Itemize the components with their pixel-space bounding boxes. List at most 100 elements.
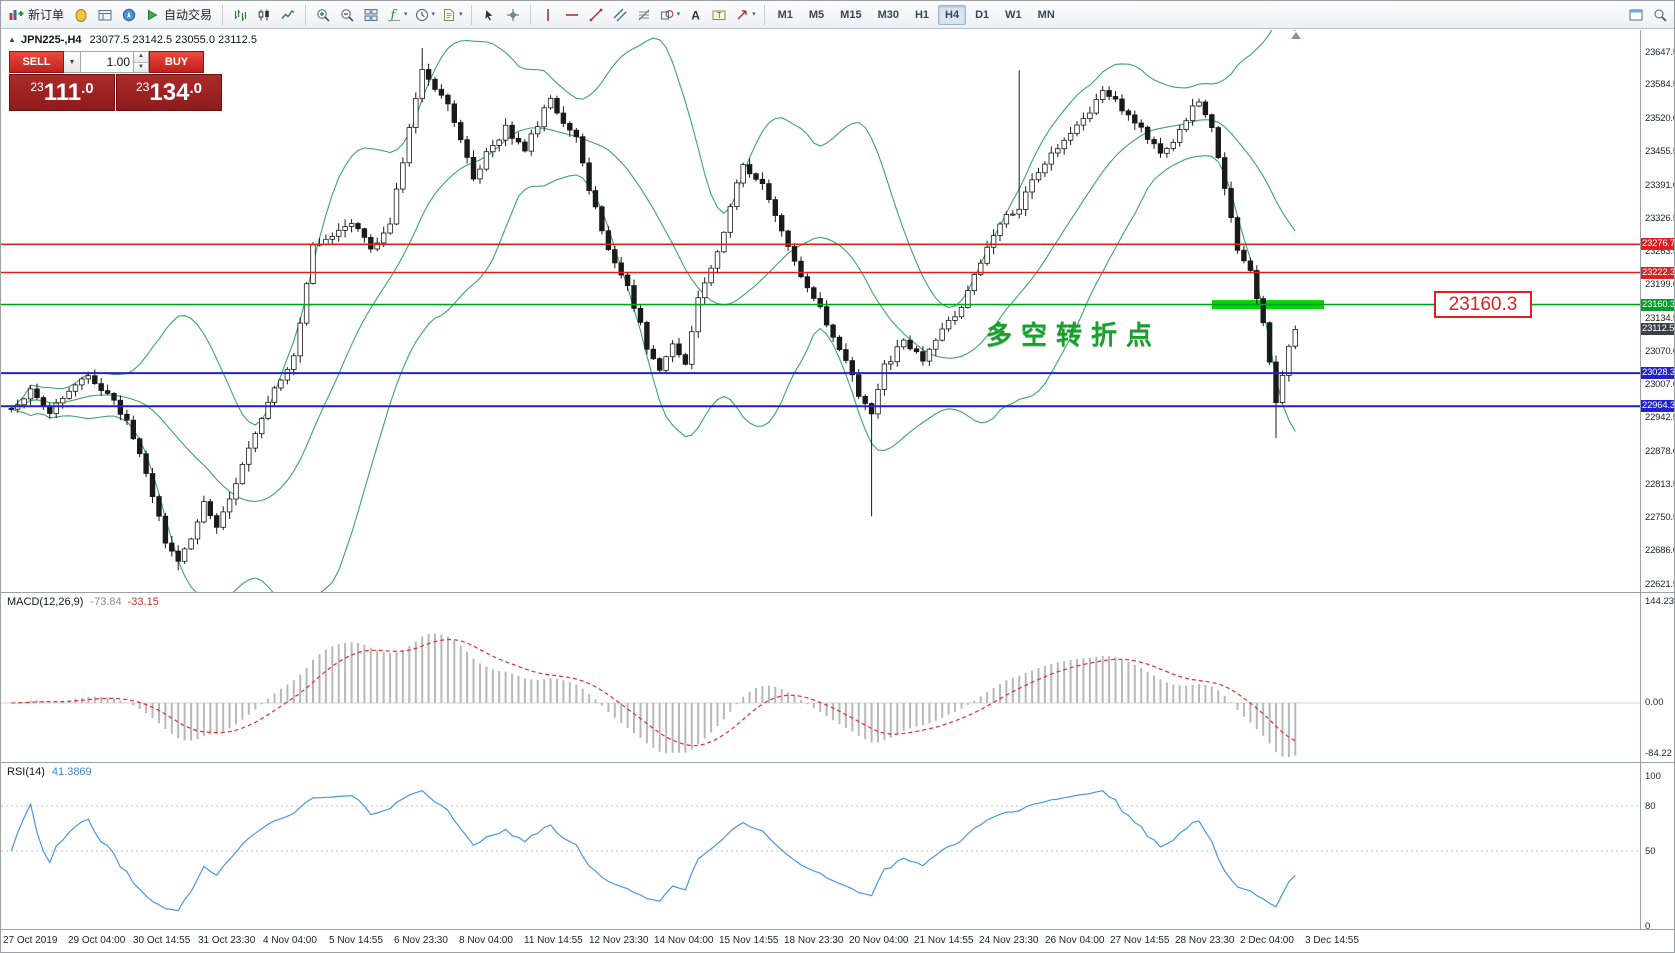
period-button[interactable]: ▾	[411, 4, 439, 26]
volume-up-icon[interactable]: ▲	[134, 52, 148, 63]
buy-price-button[interactable]: 23 134.0	[116, 74, 222, 111]
price-tick-label: 22750.5	[1645, 512, 1675, 523]
macd-panel-separator[interactable]	[1, 592, 1674, 593]
rsi-indicator	[1, 790, 1640, 912]
timeframe-h1-button[interactable]: H1	[914, 8, 930, 21]
timeframe-h4-button[interactable]: H4	[938, 4, 967, 25]
volume-dropdown[interactable]: ▼	[64, 51, 81, 73]
svg-text:T: T	[717, 10, 722, 20]
macd-label: MACD(12,26,9) -73.84 -33.15	[7, 596, 159, 608]
navigator-icon	[121, 7, 137, 23]
toolbar: 新订单 自动交易 f ▾ ▾ ▾ ▾ A T ▾ M1 M5 M15 M30 H1 H4 D1 W1 MN	[1, 1, 1674, 29]
buy-button[interactable]: BUY	[149, 51, 204, 73]
rsi-panel-separator[interactable]	[1, 762, 1674, 763]
search-button[interactable]	[1648, 4, 1672, 26]
text-label-button[interactable]: T	[707, 4, 731, 26]
level-lines[interactable]	[1, 243, 1640, 408]
bar-chart-button[interactable]	[228, 4, 252, 26]
timeframe-mn-button[interactable]: MN	[1037, 8, 1055, 21]
price-tick-label: 22942.5	[1645, 412, 1675, 423]
timeframe-m5-button[interactable]: M5	[808, 8, 825, 21]
autotrading-button[interactable]: 自动交易	[141, 4, 217, 26]
chevron-down-icon: ▾	[431, 10, 436, 18]
channel-icon	[612, 7, 628, 23]
time-label: 18 Nov 23:30	[784, 935, 844, 946]
volume-input[interactable]	[81, 51, 134, 73]
macd-main-value: -73.84	[90, 596, 122, 608]
rsi-label: RSI(14) 41.3869	[7, 766, 92, 778]
time-label: 26 Nov 04:00	[1045, 935, 1105, 946]
shapes-button[interactable]: ▾	[656, 4, 684, 26]
indicators-button[interactable]: f ▾	[383, 4, 411, 26]
timeframe-w1-button[interactable]: W1	[1005, 8, 1022, 21]
vertical-line-icon	[540, 7, 556, 23]
level-price-tag: 23222.3	[1641, 267, 1675, 279]
rsi-scale-label: 80	[1645, 801, 1656, 812]
new-order-label: 新订单	[28, 8, 65, 22]
volume-down-icon[interactable]: ▼	[134, 62, 148, 72]
chevron-down-icon: ▾	[404, 10, 408, 18]
horizontal-line-button[interactable]	[560, 4, 584, 26]
zoom-out-icon	[339, 7, 355, 23]
time-label: 27 Nov 14:55	[1110, 935, 1170, 946]
sell-button[interactable]: SELL	[9, 51, 64, 73]
level-price-tag: 23028.3	[1641, 367, 1675, 379]
chart-annotation-text[interactable]: 多空转折点	[986, 320, 1162, 350]
vertical-line-button[interactable]	[536, 4, 560, 26]
price-tick-label: 23263.5	[1645, 246, 1675, 257]
volume-stepper[interactable]: ▲ ▼	[134, 51, 149, 73]
time-label: 14 Nov 04:00	[654, 935, 714, 946]
new-order-button[interactable]: 新订单	[5, 4, 69, 26]
text-button[interactable]: A	[683, 4, 707, 26]
one-click-toggle-icon[interactable]: ▲	[8, 35, 16, 44]
timeframe-m15-button[interactable]: M15	[840, 8, 862, 21]
text-icon: A	[687, 7, 703, 23]
arrows-button[interactable]: ▾	[731, 4, 759, 26]
window-button[interactable]	[1624, 4, 1648, 26]
rsi-line	[10, 790, 1296, 912]
timeframe-m30-button[interactable]: M30	[877, 8, 899, 21]
pivot-price-callout[interactable]: 23160.3	[1434, 291, 1532, 318]
zoom-out-button[interactable]	[335, 4, 359, 26]
autotrading-label: 自动交易	[164, 8, 213, 22]
crosshair-button[interactable]	[501, 4, 525, 26]
tile-windows-button[interactable]	[359, 4, 383, 26]
templates-button[interactable]: ▾	[438, 4, 466, 26]
candlestick-chart-icon	[256, 7, 272, 23]
time-label: 6 Nov 23:30	[394, 935, 448, 946]
trendline-button[interactable]	[584, 4, 608, 26]
zoom-in-icon	[315, 7, 331, 23]
trendline-icon	[588, 7, 604, 23]
navigator-button[interactable]	[117, 4, 141, 26]
arrows-icon	[734, 7, 750, 23]
macd-scale-label: 144.23	[1645, 596, 1675, 607]
line-chart-button[interactable]	[276, 4, 300, 26]
data-window-button[interactable]	[93, 4, 117, 26]
time-label: 29 Oct 04:00	[68, 935, 126, 946]
macd-scale-label: 0.00	[1645, 697, 1664, 708]
buy-price-prefix: 23	[136, 80, 150, 94]
market-watch-icon	[73, 7, 89, 23]
cursor-icon	[481, 7, 497, 23]
zoom-in-button[interactable]	[311, 4, 335, 26]
svg-text:A: A	[691, 8, 700, 22]
fibonacci-button[interactable]	[632, 4, 656, 26]
toolbar-separator	[529, 4, 531, 25]
rsi-name: RSI(14)	[7, 766, 45, 778]
timeframe-m1-button[interactable]: M1	[777, 8, 793, 21]
time-label: 5 Nov 14:55	[329, 935, 383, 946]
time-axis[interactable]: 27 Oct 2019 29 Oct 04:00 30 Oct 14:55 31 Oc…	[1, 930, 1674, 952]
autotrading-icon	[144, 7, 160, 23]
timeframe-d1-button[interactable]: D1	[975, 8, 990, 21]
level-price-tag: 23160.3	[1641, 299, 1675, 311]
market-watch-button[interactable]	[69, 4, 93, 26]
rsi-scale-label: 100	[1645, 771, 1661, 782]
chevron-down-icon: ▾	[459, 10, 463, 18]
sell-price-button[interactable]: 23 111.0	[9, 74, 115, 111]
candlestick-chart-button[interactable]	[252, 4, 276, 26]
chart-canvas[interactable]	[1, 30, 1675, 929]
cursor-button[interactable]	[477, 4, 501, 26]
toolbar-separator	[222, 4, 224, 25]
chart-shift-marker-icon[interactable]	[1291, 32, 1301, 39]
channel-button[interactable]	[608, 4, 632, 26]
